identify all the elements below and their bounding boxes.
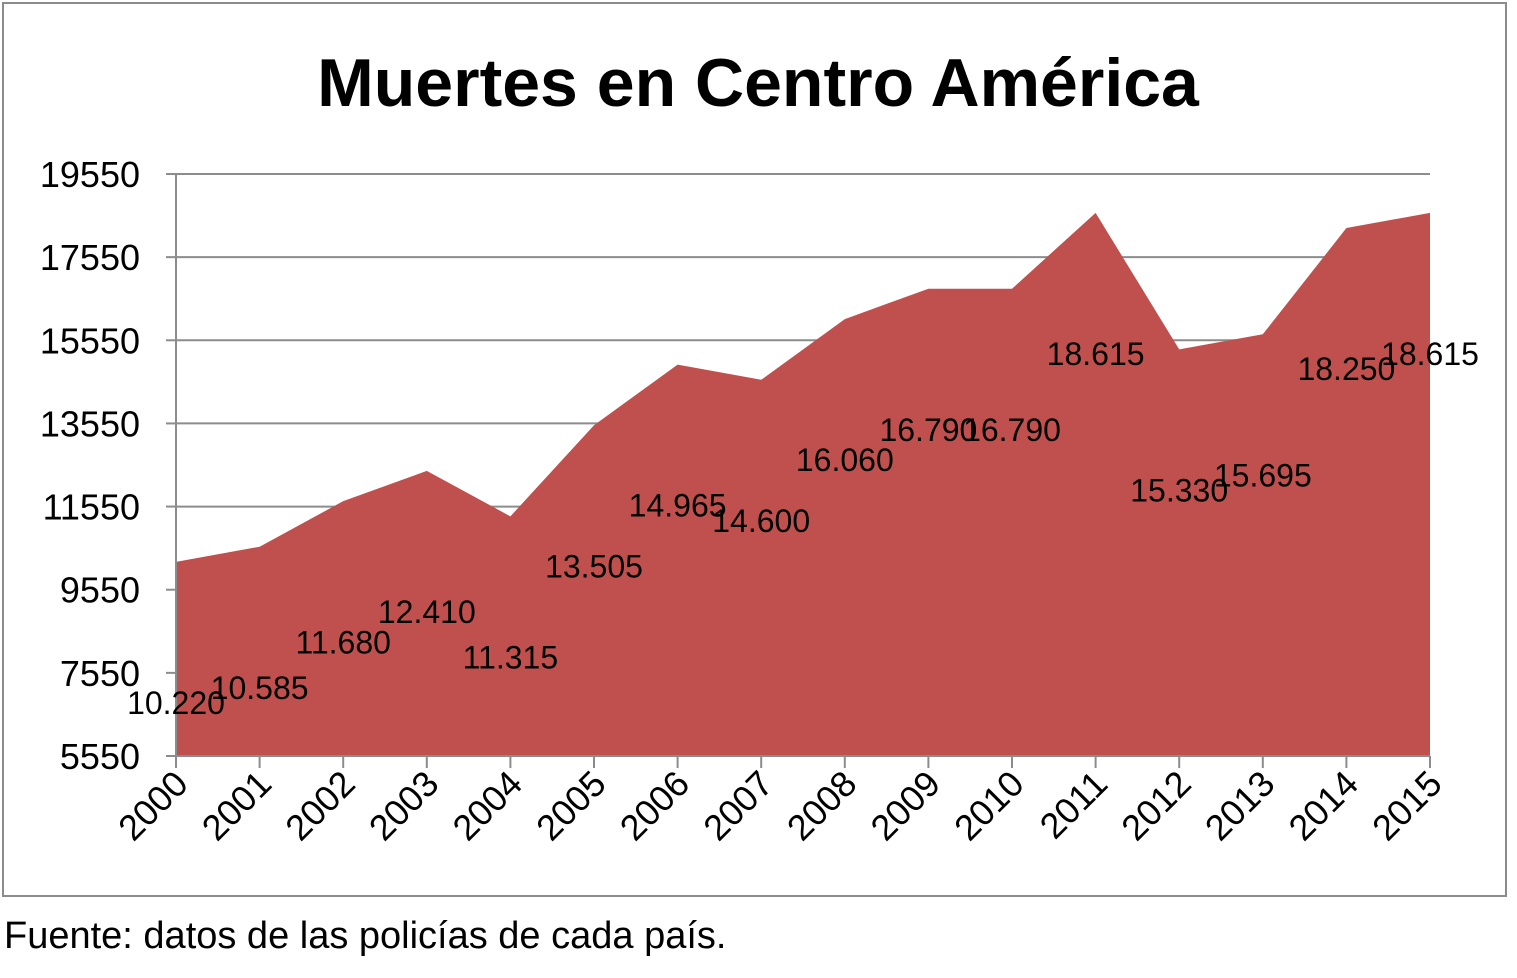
y-tick-label-13550: 13550 (40, 403, 140, 444)
y-tick-label-9550: 9550 (60, 570, 140, 611)
axes (166, 173, 1431, 768)
x-tick-label-2005: 2005 (528, 763, 614, 849)
data-label-2009: 16.790 (879, 412, 977, 448)
x-tick-label-2013: 2013 (1197, 763, 1283, 849)
x-tick-labels: 2000200120022003200420052006200720082009… (110, 763, 1450, 849)
data-label-2011: 18.615 (1047, 336, 1145, 372)
x-tick-label-2001: 2001 (194, 763, 280, 849)
data-label-2000: 10.220 (127, 685, 225, 721)
data-label-2015: 18.615 (1381, 336, 1479, 372)
x-tick-label-2004: 2004 (444, 763, 530, 849)
data-label-2001: 10.585 (211, 670, 309, 706)
y-tick-label-17550: 17550 (40, 237, 140, 278)
data-label-2007: 14.600 (712, 503, 810, 539)
data-label-2003: 12.410 (378, 594, 476, 630)
y-tick-label-19550: 19550 (40, 154, 140, 195)
x-tick-label-2014: 2014 (1280, 763, 1366, 849)
y-tick-label-7550: 7550 (60, 653, 140, 694)
x-tick-label-2007: 2007 (695, 763, 781, 849)
data-label-2004: 11.315 (463, 639, 559, 675)
data-label-2012: 15.330 (1130, 473, 1228, 509)
y-tick-labels: 5550 7550 9550 11550 13550 15550 17550 19550 (40, 154, 140, 777)
area-series (176, 212, 1430, 757)
chart-frame: 5550 7550 9550 11550 13550 15550 17550 19550 20… (2, 2, 1507, 897)
x-tick-label-2009: 2009 (862, 763, 948, 849)
x-tick-label-2002: 2002 (277, 763, 363, 849)
x-tick-label-2010: 2010 (946, 763, 1032, 849)
x-tick-label-2012: 2012 (1113, 763, 1199, 849)
x-tick-label-2003: 2003 (361, 763, 447, 849)
area-chart: 5550 7550 9550 11550 13550 15550 17550 19550 20… (40, 45, 1479, 849)
data-label-2013: 15.695 (1214, 457, 1312, 493)
y-tick-label-5550: 5550 (60, 736, 140, 777)
y-tick-label-15550: 15550 (40, 320, 140, 361)
source-note: Fuente: datos de las policías de cada pa… (4, 915, 727, 957)
data-label-2014: 18.250 (1297, 351, 1395, 387)
x-tick-label-2006: 2006 (612, 763, 698, 849)
data-label-2008: 16.060 (796, 442, 894, 478)
x-tick-label-2015: 2015 (1364, 763, 1450, 849)
chart-title: Muertes en Centro América (317, 45, 1200, 121)
data-label-2006: 14.965 (629, 488, 727, 524)
y-tick-label-11550: 11550 (43, 487, 140, 528)
x-tick-label-2011: 2011 (1032, 763, 1116, 847)
data-label-2010: 16.790 (963, 412, 1061, 448)
data-label-2002: 11.680 (295, 624, 391, 660)
data-label-2005: 13.505 (545, 548, 643, 584)
area-fill (176, 212, 1430, 757)
x-tick-label-2008: 2008 (779, 763, 865, 849)
